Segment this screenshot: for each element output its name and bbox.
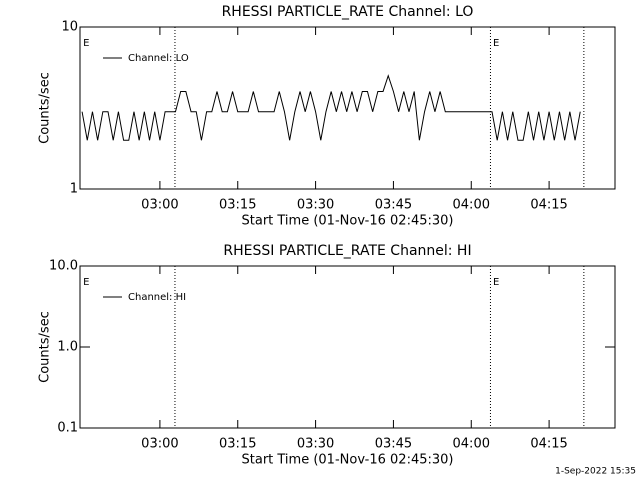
x-tick-label: 04:15: [530, 198, 567, 213]
x-tick-label: 04:00: [453, 437, 490, 452]
x-tick-label: 03:00: [141, 437, 178, 452]
y-tick-label: 10: [61, 20, 78, 35]
y-tick-label: 0.1: [57, 421, 78, 436]
plot-frame: [79, 26, 616, 190]
y-tick-label: 10.0: [49, 259, 78, 274]
y-tick-label: 1.0: [57, 340, 78, 355]
y-tick-label: 1: [70, 182, 78, 197]
event-label: E: [83, 38, 89, 49]
chart-title: RHESSI PARTICLE_RATE Channel: LO: [222, 4, 474, 20]
x-tick-label: 03:00: [141, 198, 178, 213]
data-line: [81, 74, 581, 141]
event-label: E: [493, 277, 499, 288]
x-tick-label: 03:30: [297, 198, 334, 213]
y-axis-label: Counts/sec: [38, 72, 53, 144]
footer-date: 1-Sep-2022 15:35: [555, 467, 636, 477]
chart-title: RHESSI PARTICLE_RATE Channel: HI: [223, 243, 471, 259]
x-tick-label: 03:45: [375, 198, 412, 213]
y-axis-label: Counts/sec: [38, 311, 53, 383]
legend-label: Channel: LO: [128, 53, 189, 64]
x-tick-label: 03:45: [375, 437, 412, 452]
x-tick-label: 03:15: [219, 437, 256, 452]
x-tick-label: 03:15: [219, 198, 256, 213]
event-label: E: [83, 277, 89, 288]
x-axis-label: Start Time (01-Nov-16 02:45:30): [242, 214, 454, 229]
event-label: E: [493, 38, 499, 49]
x-axis-label: Start Time (01-Nov-16 02:45:30): [242, 453, 454, 468]
x-tick-label: 04:00: [453, 198, 490, 213]
x-tick-label: 03:30: [297, 437, 334, 452]
legend-label: Channel: HI: [128, 292, 186, 303]
x-tick-label: 04:15: [530, 437, 567, 452]
